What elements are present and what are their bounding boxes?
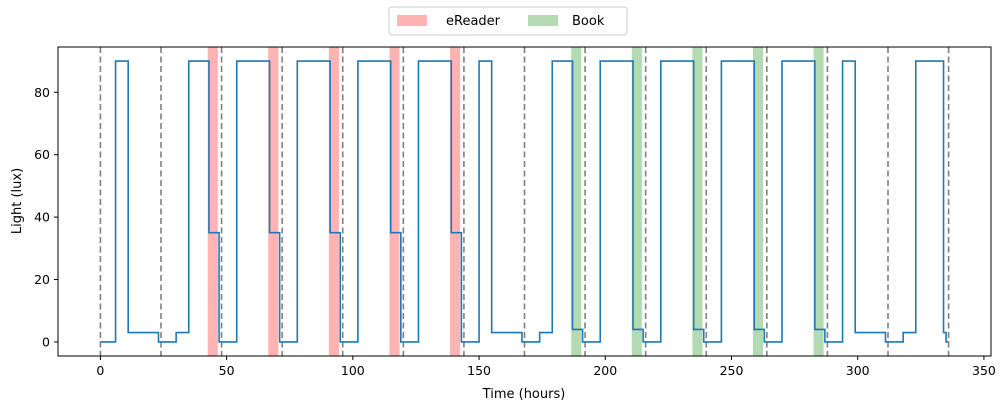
plot-frame [57, 46, 992, 357]
legend-label-book: Book [572, 14, 605, 29]
y-tick-label-40: 40 [34, 210, 50, 225]
legend-frame [388, 6, 628, 36]
highlight-spans [207, 47, 824, 356]
legend-swatch-book [528, 15, 558, 26]
day-boundary-lines [99, 47, 950, 356]
x-tick-label-300: 300 [846, 363, 870, 378]
ereader-span-4 [450, 47, 461, 356]
y-axis-ticks: 0 20 40 60 80 [34, 85, 58, 349]
book-span-3 [752, 47, 764, 356]
y-tick-label-0: 0 [42, 334, 50, 349]
y-tick-label-80: 80 [34, 85, 50, 100]
x-axis-label: Time (hours) [482, 387, 566, 402]
legend-swatch-ereader [397, 15, 427, 26]
x-tick-label-50: 50 [219, 363, 235, 378]
series-line-0 [100, 60, 949, 343]
x-axis-ticks: 0 50 100 150 200 250 300 350 [96, 356, 996, 378]
y-tick-label-60: 60 [34, 147, 50, 162]
x-tick-label-150: 150 [467, 363, 491, 378]
x-tick-label-350: 350 [972, 363, 996, 378]
y-axis-label: Light (lux) [10, 168, 25, 234]
book-span-1 [631, 47, 642, 356]
y-tick-label-20: 20 [34, 272, 50, 287]
ereader-span-0 [207, 47, 218, 356]
book-span-2 [692, 47, 703, 356]
x-tick-label-100: 100 [341, 363, 365, 378]
legend: eReader Book [388, 6, 628, 36]
legend-label-ereader: eReader [446, 14, 501, 29]
book-span-0 [571, 47, 582, 356]
book-span-4 [813, 47, 824, 356]
ereader-span-2 [328, 47, 339, 356]
ereader-span-1 [268, 47, 279, 356]
series-layer [100, 60, 949, 343]
ereader-span-3 [389, 47, 400, 356]
x-tick-label-250: 250 [720, 363, 744, 378]
x-tick-label-200: 200 [593, 363, 617, 378]
x-tick-label-0: 0 [96, 363, 104, 378]
